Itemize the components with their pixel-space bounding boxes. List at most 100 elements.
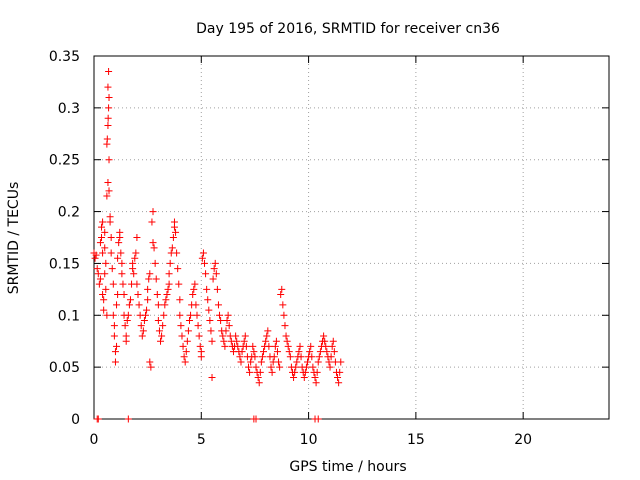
data-point <box>211 259 219 267</box>
data-point <box>335 379 343 387</box>
data-point <box>307 342 315 350</box>
data-point <box>96 275 104 283</box>
data-point <box>291 368 299 376</box>
data-point <box>315 353 323 361</box>
data-point <box>161 301 169 309</box>
data-point <box>273 348 281 356</box>
data-point <box>113 342 121 350</box>
data-point <box>295 348 303 356</box>
data-point <box>286 353 294 361</box>
data-point <box>163 291 171 299</box>
data-point <box>150 244 158 252</box>
y-tick-label: 0.35 <box>49 49 80 65</box>
data-point <box>105 187 113 195</box>
data-point <box>144 285 152 293</box>
data-point <box>123 316 131 324</box>
data-point <box>115 239 123 247</box>
data-point <box>282 332 290 340</box>
data-point <box>146 270 154 278</box>
data-point <box>168 244 176 252</box>
data-point <box>152 275 160 283</box>
data-point <box>148 218 156 226</box>
data-point <box>154 301 162 309</box>
data-point <box>174 265 182 273</box>
data-point <box>334 374 342 382</box>
data-point <box>125 301 133 309</box>
data-point <box>327 353 335 361</box>
data-point <box>158 332 166 340</box>
data-point <box>323 348 331 356</box>
data-point <box>114 254 122 262</box>
data-point <box>240 337 248 345</box>
data-point <box>326 363 334 371</box>
data-point <box>293 358 301 366</box>
data-point <box>142 311 149 319</box>
data-point <box>207 327 215 335</box>
data-point <box>124 311 132 319</box>
data-point <box>203 285 211 293</box>
data-point <box>98 234 106 241</box>
data-point <box>133 234 141 241</box>
data-points <box>90 68 345 423</box>
data-point <box>137 322 145 330</box>
data-point <box>166 259 174 267</box>
y-tick-label: 0.25 <box>49 153 80 169</box>
data-point <box>177 322 185 330</box>
data-point <box>104 121 112 129</box>
data-point <box>144 296 152 304</box>
data-point <box>119 280 127 288</box>
data-point <box>208 337 216 345</box>
data-point <box>165 270 173 278</box>
data-point <box>102 259 110 267</box>
data-point <box>212 270 220 278</box>
data-point <box>250 348 258 356</box>
data-point <box>107 234 115 241</box>
data-point <box>201 259 209 267</box>
axes <box>93 55 610 420</box>
data-point <box>279 301 287 309</box>
data-point <box>270 353 278 361</box>
data-point <box>159 322 167 330</box>
data-point <box>223 316 231 324</box>
data-point <box>257 358 265 366</box>
data-point <box>110 332 118 340</box>
data-point <box>193 311 201 319</box>
data-point <box>149 239 157 247</box>
data-point <box>98 223 106 231</box>
data-point <box>271 342 279 350</box>
data-point <box>267 363 275 371</box>
data-point <box>178 332 186 340</box>
data-point <box>255 379 263 387</box>
x-tick-label: 0 <box>90 432 99 448</box>
data-point <box>214 301 222 309</box>
data-point <box>221 342 229 350</box>
data-point <box>313 368 321 376</box>
data-point <box>130 270 138 278</box>
data-point <box>170 218 178 226</box>
data-point <box>325 358 333 366</box>
data-point <box>111 348 119 356</box>
data-point <box>306 348 314 356</box>
data-point <box>202 270 210 278</box>
data-point <box>145 275 153 283</box>
data-point <box>256 368 264 376</box>
data-point <box>210 265 218 273</box>
data-point <box>297 353 305 361</box>
data-point <box>105 156 113 164</box>
data-point <box>309 363 317 371</box>
data-point <box>238 348 246 356</box>
data-point <box>135 301 143 309</box>
data-point <box>181 358 189 366</box>
data-point <box>194 322 202 330</box>
data-point <box>246 368 254 376</box>
data-point <box>330 348 338 356</box>
data-point <box>103 311 111 319</box>
data-point <box>182 348 190 356</box>
data-point <box>281 322 289 330</box>
data-point <box>109 311 117 319</box>
data-point <box>164 285 172 293</box>
data-point <box>91 254 99 262</box>
data-point <box>175 280 183 288</box>
data-point <box>93 265 101 273</box>
